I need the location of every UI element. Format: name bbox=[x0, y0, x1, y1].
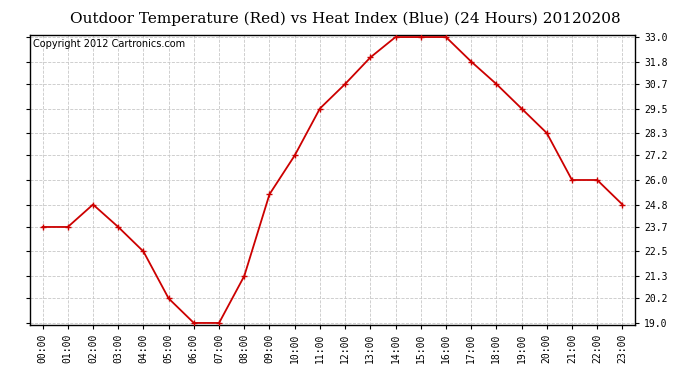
Text: Outdoor Temperature (Red) vs Heat Index (Blue) (24 Hours) 20120208: Outdoor Temperature (Red) vs Heat Index … bbox=[70, 11, 620, 26]
Text: Copyright 2012 Cartronics.com: Copyright 2012 Cartronics.com bbox=[33, 39, 185, 50]
